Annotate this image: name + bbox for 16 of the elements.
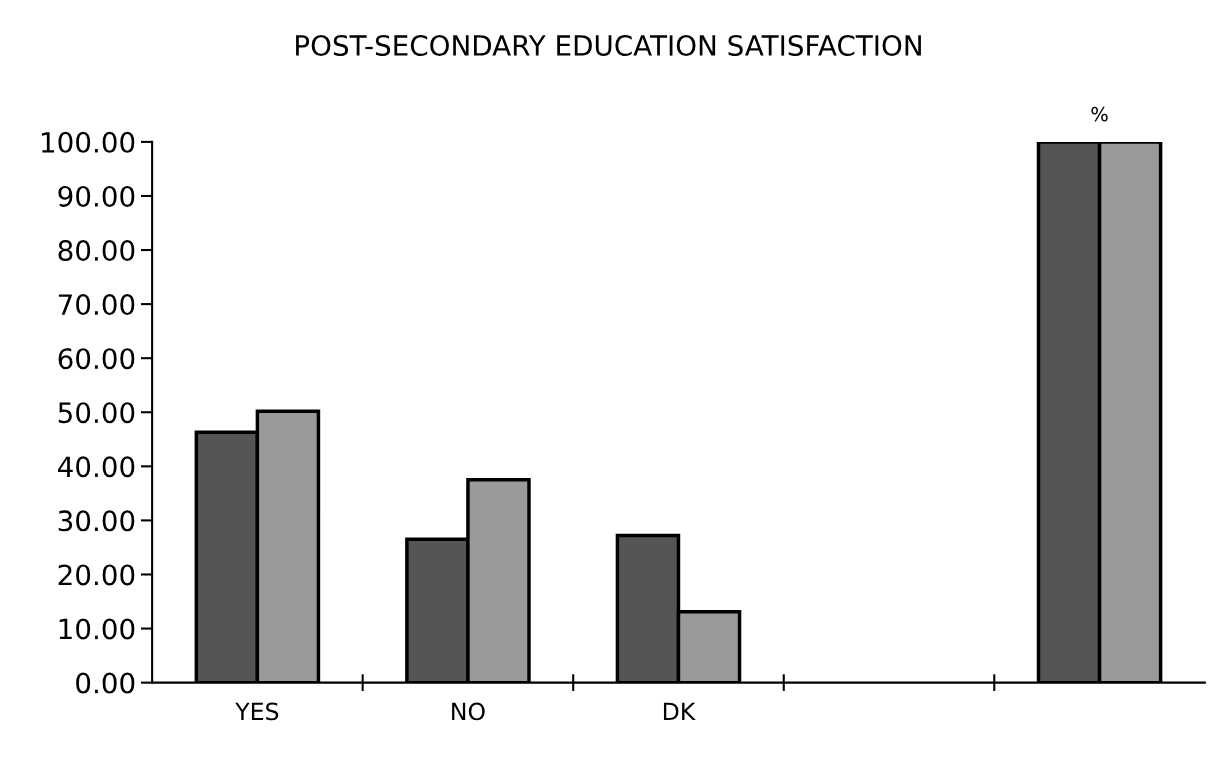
y-tick-label: 10.00 xyxy=(59,618,135,640)
y-tick-label: 100.00 xyxy=(42,131,135,153)
y-tick-label: 50.00 xyxy=(58,402,135,424)
y-tick-label: 30.00 xyxy=(58,510,135,532)
y-tick-label: 0.00 xyxy=(76,672,135,694)
y-tick-label: 60.00 xyxy=(58,348,135,370)
y-tick-label: 80.00 xyxy=(58,239,135,261)
chart-title: POST-SECONDARY EDUCATION SATISFACTION xyxy=(296,35,921,57)
y-tick-label: 20.00 xyxy=(58,564,135,586)
text: % xyxy=(1091,106,1108,122)
x-tick-label: NO xyxy=(452,702,485,721)
y-tick-label: 70.00 xyxy=(58,294,135,316)
x-tick-label: DK xyxy=(663,702,696,721)
y-tick-label: 90.00 xyxy=(58,185,135,207)
y-tick-label: 40.00 xyxy=(57,456,135,478)
x-tick-label: YES xyxy=(235,702,279,721)
